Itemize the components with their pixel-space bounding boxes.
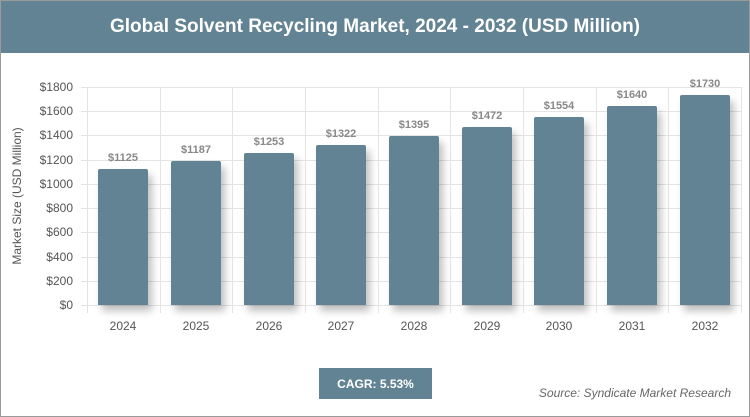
y-tick-label: $400 [46, 250, 73, 264]
y-tick-label: $1800 [39, 80, 73, 94]
y-tick-label: $200 [46, 274, 73, 288]
gridline-vertical [160, 87, 161, 313]
bar-2030[interactable] [534, 117, 584, 305]
bar-2024[interactable] [98, 169, 148, 305]
bar-value-label: $1322 [325, 128, 357, 140]
gridline-vertical [523, 87, 524, 313]
bar-value-label: $1395 [398, 119, 430, 131]
bar-2028[interactable] [389, 136, 439, 305]
bar-value-label: $1730 [689, 78, 721, 90]
bar-value-label: $1125 [108, 152, 138, 164]
gridline-horizontal [81, 111, 741, 112]
y-tick-label: $600 [46, 225, 73, 239]
gridline-vertical [378, 87, 379, 313]
x-tick-label: 2026 [255, 319, 283, 333]
gridline-vertical [596, 87, 597, 313]
x-tick-label: 2028 [400, 319, 428, 333]
bar-2027[interactable] [316, 145, 366, 305]
y-tick-label: $1600 [39, 104, 73, 118]
gridline-vertical [450, 87, 451, 313]
y-tick-label: $0 [59, 298, 73, 312]
bar-2026[interactable] [244, 153, 294, 305]
bar-value-label: $1472 [471, 110, 503, 122]
x-tick-label: 2027 [327, 319, 355, 333]
y-tick-label: $1200 [39, 153, 73, 167]
bar-value-label: $1640 [616, 89, 648, 101]
gridline-vertical [87, 87, 88, 313]
bar-2032[interactable] [680, 95, 730, 305]
y-axis-label: Market Size (USD Million) [10, 127, 24, 265]
x-tick-label: 2025 [182, 319, 210, 333]
gridline-vertical [668, 87, 669, 313]
x-tick-label: 2029 [473, 319, 501, 333]
x-tick-label: 2031 [618, 319, 646, 333]
chart-title: Global Solvent Recycling Market, 2024 - … [1, 1, 749, 53]
gridline-vertical [305, 87, 306, 313]
gridline-horizontal [81, 305, 741, 306]
gridline-horizontal [81, 135, 741, 136]
bar-2031[interactable] [607, 106, 657, 305]
gridline-vertical [232, 87, 233, 313]
source-note: Source: Syndicate Market Research [538, 386, 731, 400]
bar-value-label: $1253 [253, 136, 285, 148]
bar-value-label: $1554 [543, 100, 575, 112]
gridline-horizontal [81, 87, 741, 88]
gridline-vertical [741, 87, 742, 313]
y-tick-label: $1000 [39, 177, 73, 191]
x-tick-label: 2030 [545, 319, 573, 333]
bar-2025[interactable] [171, 161, 221, 305]
y-tick-label: $800 [46, 201, 73, 215]
x-tick-label: 2032 [691, 319, 719, 333]
cagr-badge: CAGR: 5.53% [319, 368, 432, 399]
y-tick-label: $1400 [39, 128, 73, 142]
bar-value-label: $1187 [181, 144, 211, 156]
bar-2029[interactable] [462, 127, 512, 305]
x-tick-label: 2024 [109, 319, 137, 333]
